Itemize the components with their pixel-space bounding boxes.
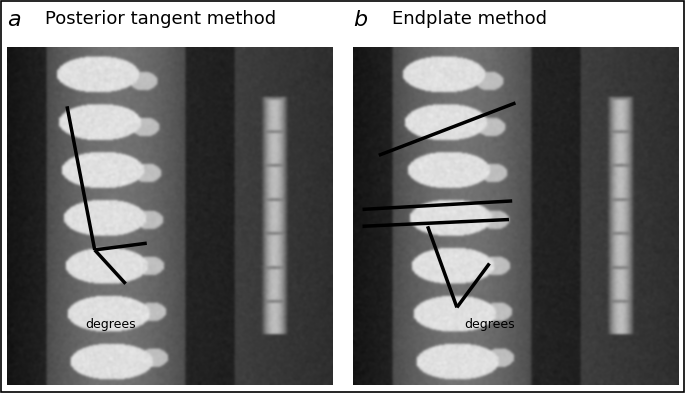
Text: b: b <box>353 10 367 30</box>
Text: degrees: degrees <box>464 318 514 331</box>
Text: Posterior tangent method: Posterior tangent method <box>45 10 275 28</box>
Text: degrees: degrees <box>86 318 136 331</box>
Text: Endplate method: Endplate method <box>392 10 547 28</box>
Text: a: a <box>7 10 21 30</box>
